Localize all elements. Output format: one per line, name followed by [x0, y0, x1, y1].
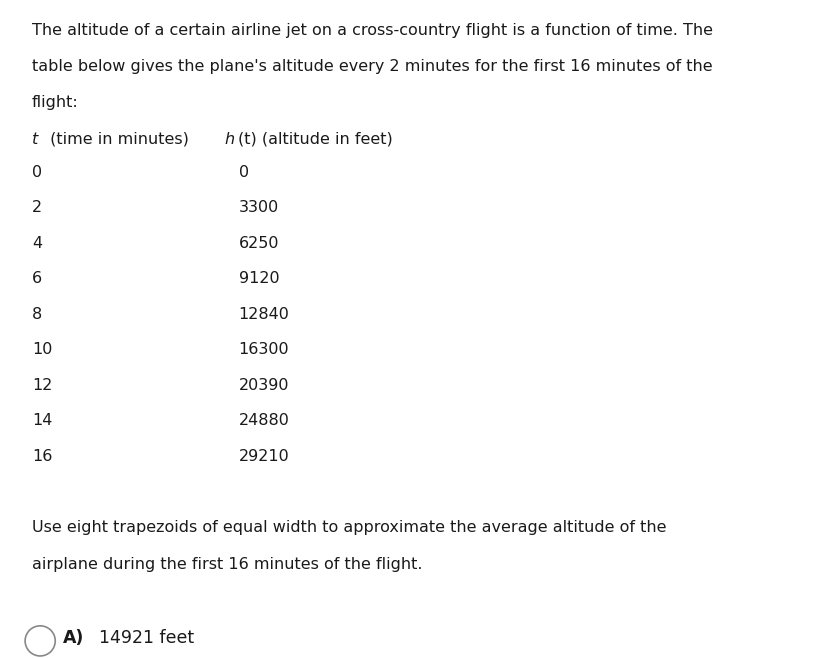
Text: 0: 0 [32, 164, 42, 180]
Text: 16: 16 [32, 449, 52, 464]
Text: 2: 2 [32, 200, 42, 215]
Text: 6: 6 [32, 271, 42, 286]
Text: 0: 0 [238, 164, 248, 180]
Text: Use eight trapezoids of equal width to approximate the average altitude of the: Use eight trapezoids of equal width to a… [32, 520, 665, 536]
Text: The altitude of a certain airline jet on a cross-country flight is a function of: The altitude of a certain airline jet on… [32, 23, 712, 38]
Text: table below gives the plane's altitude every 2 minutes for the first 16 minutes : table below gives the plane's altitude e… [32, 59, 711, 74]
Text: t: t [32, 132, 38, 147]
Text: flight:: flight: [32, 95, 79, 111]
Text: A): A) [63, 629, 84, 647]
Text: 24880: 24880 [238, 413, 289, 428]
Text: (time in minutes): (time in minutes) [45, 132, 189, 147]
Text: airplane during the first 16 minutes of the flight.: airplane during the first 16 minutes of … [32, 557, 422, 572]
Text: 6250: 6250 [238, 236, 278, 251]
Text: 3300: 3300 [238, 200, 278, 215]
Text: 14: 14 [32, 413, 52, 428]
Text: 20390: 20390 [238, 378, 288, 393]
Text: 12: 12 [32, 378, 52, 393]
Text: 12840: 12840 [238, 307, 289, 322]
Text: 16300: 16300 [238, 342, 288, 357]
Text: h: h [224, 132, 234, 147]
Text: 10: 10 [32, 342, 52, 357]
Text: 29210: 29210 [238, 449, 289, 464]
Text: 14921 feet: 14921 feet [99, 629, 194, 647]
Text: 9120: 9120 [238, 271, 279, 286]
Text: 4: 4 [32, 236, 42, 251]
Text: (t) (altitude in feet): (t) (altitude in feet) [237, 132, 392, 147]
Text: 8: 8 [32, 307, 42, 322]
